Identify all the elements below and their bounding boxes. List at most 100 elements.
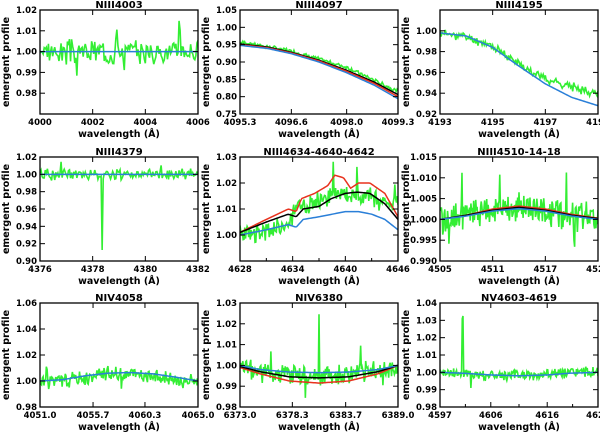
x-tick-label: 4002	[81, 118, 105, 128]
panel-title: NIII4097	[295, 0, 342, 11]
y-tick-label: 0.995	[410, 236, 437, 246]
y-tick-label: 0.98	[216, 403, 237, 413]
y-tick-label: 1.05	[216, 6, 237, 16]
x-tick-label: 4523	[586, 265, 600, 275]
model-blue-line	[440, 32, 598, 107]
observed-spectrum-line	[440, 315, 598, 389]
x-tick-label: 4511	[481, 265, 505, 275]
panel-6: 0.98 1.00 1.02 1.04 1.06 4051.0 4055.7 4060.3 40…	[1, 293, 214, 432]
plot-area-2	[440, 29, 598, 107]
model-red-line	[240, 364, 398, 384]
model-red-line	[240, 43, 398, 98]
x-axis-label: wavelength (Å)	[478, 276, 560, 287]
model-black-line	[440, 206, 598, 221]
x-tick-label: 4616	[535, 411, 559, 421]
y-tick-label: 1.00	[16, 377, 37, 387]
y-tick-label: 1.02	[16, 153, 37, 163]
y-tick-label: 0.99	[16, 68, 37, 78]
y-axis-label: emergent profile	[1, 164, 12, 254]
panel-title: NIV4058	[95, 293, 143, 304]
x-tick-label: 4006	[186, 118, 210, 128]
axes-frame	[39, 302, 199, 408]
model-blue-line	[240, 44, 398, 100]
x-tick-label: 4098.0	[330, 118, 363, 128]
x-tick-label: 4606	[479, 411, 503, 421]
panel-title: NIII4379	[95, 147, 142, 158]
y-tick-label: 0.92	[416, 110, 437, 120]
x-tick-label: 4199	[586, 118, 600, 128]
x-tick-label: 4380	[133, 265, 157, 275]
panel-7: 0.98 0.99 1.00 1.01 1.02 1.03 6373.0 6378.3 6383…	[201, 293, 414, 432]
model-red-line	[240, 174, 398, 234]
x-tick-label: 4640	[333, 265, 357, 275]
y-tick-label: 0.98	[16, 188, 37, 198]
axes-frame	[239, 302, 399, 408]
model-blue-line	[40, 371, 198, 382]
y-tick-label: 1.02	[216, 179, 237, 189]
y-tick-label: 1.00	[216, 361, 237, 371]
y-tick-label: 0.95	[216, 41, 237, 51]
model-black-line	[240, 364, 398, 379]
axes-frame	[439, 156, 599, 262]
model-black-line	[240, 191, 398, 234]
y-tick-label: 1.04	[416, 299, 437, 309]
y-tick-label: 1.03	[416, 316, 437, 326]
x-axis-label: wavelength (Å)	[278, 422, 360, 432]
plot-area-8	[440, 315, 598, 389]
observed-spectrum-line	[440, 29, 598, 99]
x-tick-label: 6389.0	[382, 411, 415, 421]
x-tick-label: 4195	[481, 118, 505, 128]
plot-area-3	[40, 161, 198, 251]
x-axis-label: wavelength (Å)	[78, 129, 160, 140]
y-tick-label: 1.00	[416, 368, 437, 378]
plot-area-4	[240, 161, 398, 244]
x-tick-label: 4193	[428, 118, 452, 128]
observed-spectrum-line	[440, 172, 598, 247]
model-blue-line	[240, 364, 398, 374]
y-tick-label: 0.99	[416, 386, 437, 396]
x-tick-label: 4517	[533, 265, 557, 275]
y-tick-label: 1.01	[16, 27, 37, 37]
y-tick-label: 1.01	[216, 205, 237, 215]
y-tick-label: 1.03	[216, 299, 237, 309]
y-tick-label: 0.98	[16, 403, 37, 413]
x-tick-label: 4378	[81, 265, 105, 275]
panel-2: 0.92 0.94 0.96 0.98 1.00 4193 4195 4197 4199 NIII…	[401, 0, 600, 140]
axes-frame	[39, 9, 199, 115]
y-tick-label: 1.03	[216, 153, 237, 163]
panel-1: 0.75 0.80 0.85 0.90 0.95 1.00 1.05 4095.3 4096.6…	[201, 0, 414, 140]
y-tick-label: 0.75	[216, 110, 237, 120]
x-tick-label: 6373.0	[224, 411, 257, 421]
y-tick-label: 1.06	[16, 299, 37, 309]
y-tick-label: 0.98	[16, 89, 37, 99]
observed-spectrum-line	[40, 20, 198, 76]
x-tick-label: 4597	[428, 411, 452, 421]
y-tick-label: 1.04	[16, 325, 37, 335]
y-tick-label: 1.01	[416, 351, 437, 361]
x-tick-label: 4376	[28, 265, 52, 275]
x-tick-label: 4099.3	[382, 118, 415, 128]
x-tick-label: 4065.0	[182, 411, 215, 421]
x-axis-label: wavelength (Å)	[478, 422, 560, 432]
x-tick-label: 4096.6	[275, 118, 308, 128]
y-axis-label: emergent profile	[201, 310, 212, 400]
panel-4: 1.00 1.01 1.02 1.03 4628 4634 4640 4646 NIII4634…	[201, 147, 410, 287]
y-axis-label: emergent profile	[201, 17, 212, 107]
panel-title: NIII4510-14-18	[477, 147, 561, 158]
observed-spectrum-line	[240, 39, 398, 94]
x-tick-label: 4646	[386, 265, 410, 275]
y-tick-label: 1.00	[216, 231, 237, 241]
y-tick-label: 0.85	[216, 75, 237, 85]
x-tick-label: 4382	[186, 265, 210, 275]
y-tick-label: 1.02	[16, 351, 37, 361]
y-axis-label: emergent profile	[1, 17, 12, 107]
x-tick-label: 6378.3	[276, 411, 309, 421]
y-tick-label: 0.98	[416, 48, 437, 58]
model-blue-line	[240, 210, 398, 236]
axes-frame	[239, 156, 399, 262]
x-tick-label: 4004	[133, 118, 157, 128]
x-tick-label: 4628	[228, 265, 252, 275]
x-tick-label: 4197	[533, 118, 557, 128]
x-tick-label: 4505	[428, 265, 452, 275]
